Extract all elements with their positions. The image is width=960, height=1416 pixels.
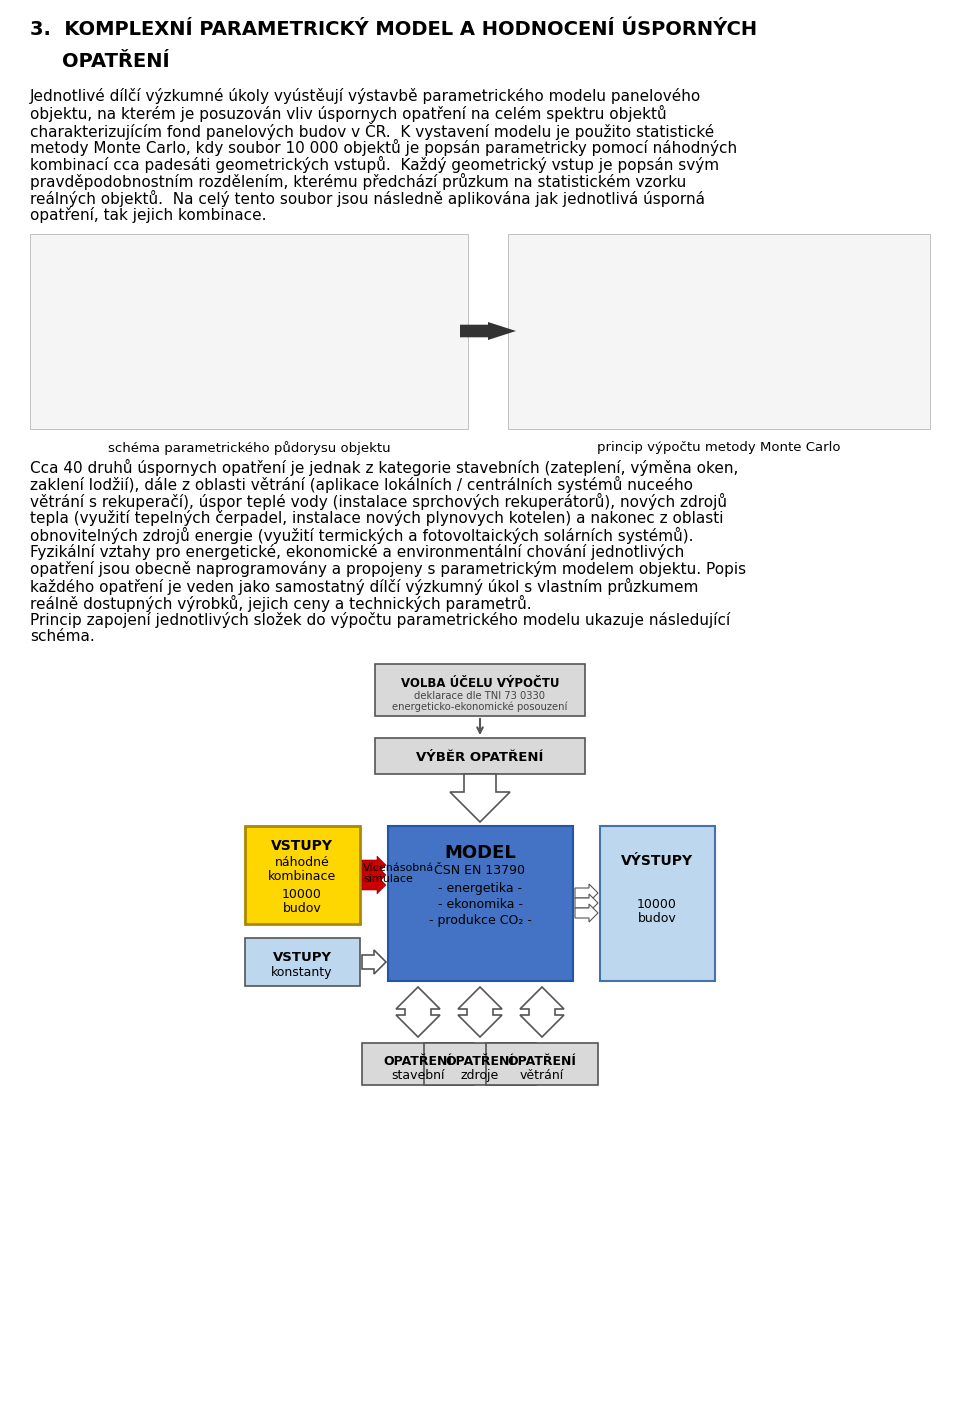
Text: opatření jsou obecně naprogramovány a propojeny s parametrickým modelem objektu.: opatření jsou obecně naprogramovány a pr… [30,561,746,576]
Text: kombinace: kombinace [268,869,336,884]
Text: OPATŘENÍ: OPATŘENÍ [62,52,170,71]
Text: simulace: simulace [363,874,413,884]
Text: Princip zapojení jednotlivých složek do výpočtu parametrického modelu ukazuje ná: Princip zapojení jednotlivých složek do … [30,612,731,629]
Text: opatření, tak jejich kombinace.: opatření, tak jejich kombinace. [30,207,267,222]
Text: princip výpočtu metody Monte Carlo: princip výpočtu metody Monte Carlo [597,440,841,455]
Text: Cca 40 druhů úspornych opatření je jednak z kategorie stavebních (zateplení, vým: Cca 40 druhů úspornych opatření je jedna… [30,459,738,476]
Text: OPATŘENÍ: OPATŘENÍ [508,1055,576,1068]
Polygon shape [460,321,516,340]
Bar [388,826,573,981]
Text: objektu, na kterém je posuzován vliv úspornych opatření na celém spektru objektů: objektu, na kterém je posuzován vliv úsp… [30,105,666,122]
Text: Vícenásobná: Vícenásobná [363,862,434,874]
Text: zaklení lodžií), dále z oblasti větrání (aplikace lokálních / centrálních systém: zaklení lodžií), dále z oblasti větrání … [30,476,693,493]
Text: konstanty: konstanty [272,966,333,978]
Text: reálných objektů.  Na celý tento soubor jsou následně aplikována jak jednotlivá : reálných objektů. Na celý tento soubor j… [30,190,705,207]
Text: větrání s rekuperačí), úspor teplé vody (instalace sprchových rekuperátorů), nov: větrání s rekuperačí), úspor teplé vody … [30,493,727,510]
Text: VSTUPY: VSTUPY [271,840,333,852]
Text: budov: budov [637,912,677,925]
Text: OPATŘENÍ: OPATŘENÍ [445,1055,515,1068]
Text: 3.  KOMPLEXNÍ PARAMETRICKÝ MODEL A HODNOCENÍ ÚSPORNÝCH: 3. KOMPLEXNÍ PARAMETRICKÝ MODEL A HODNOC… [30,20,757,40]
Text: obnovitelných zdrojů energie (využití termických a fotovoltaických solárních sys: obnovitelných zdrojů energie (využití te… [30,527,693,544]
Polygon shape [396,987,440,1037]
Bar [600,826,715,981]
Text: - ekonomika -: - ekonomika - [438,898,522,910]
Polygon shape [450,775,510,823]
Text: deklarace dle TNI 73 0330: deklarace dle TNI 73 0330 [415,691,545,701]
Polygon shape [362,857,386,874]
Text: Jednotlivé dílčí výzkumné úkoly vyústěují výstavbě parametrického modelu panelov: Jednotlivé dílčí výzkumné úkoly vyústěuj… [30,88,701,103]
Polygon shape [575,884,598,902]
Bar [375,738,585,775]
Text: reálně dostupných výrobků, jejich ceny a technických parametrů.: reálně dostupných výrobků, jejich ceny a… [30,595,532,612]
Bar [362,1044,474,1085]
Text: Fyzikální vztahy pro energetické, ekonomické a environmentální chování jednotliv: Fyzikální vztahy pro energetické, ekonom… [30,544,684,559]
Text: energeticko-ekonomické posouzení: energeticko-ekonomické posouzení [393,702,567,712]
Bar [245,826,360,925]
Bar [486,1044,598,1085]
Bar [508,234,930,429]
Text: VÝSTUPY: VÝSTUPY [621,854,693,868]
Text: kombinací cca padesáti geometrických vstupů.  Každý geometrický vstup je popsán : kombinací cca padesáti geometrických vst… [30,156,719,173]
Polygon shape [520,987,564,1037]
Text: pravděpodobnostním rozdělením, kterému předchází průzkum na statistickém vzorku: pravděpodobnostním rozdělením, kterému p… [30,173,686,190]
Text: metody Monte Carlo, kdy soubor 10 000 objektů je popsán parametricky pomocí náho: metody Monte Carlo, kdy soubor 10 000 ob… [30,139,737,156]
Polygon shape [458,987,502,1037]
Text: každého opatření je veden jako samostatný dílčí výzkumný úkol s vlastním průzkum: každého opatření je veden jako samostatn… [30,578,698,595]
Polygon shape [362,867,386,884]
Text: OPATŘENÍ: OPATŘENÍ [384,1055,452,1068]
Text: schéma parametrického půdorysu objektu: schéma parametrického půdorysu objektu [108,440,391,455]
Bar [245,937,360,986]
Text: - energetika -: - energetika - [438,882,522,895]
Text: stavební: stavební [392,1069,444,1082]
Bar [30,234,468,429]
Polygon shape [362,950,386,974]
Text: tepla (využití tepelných čerpadel, instalace nových plynovych kotelen) a nakonec: tepla (využití tepelných čerpadel, insta… [30,510,724,525]
Polygon shape [362,877,386,893]
Text: ČSN EN 13790: ČSN EN 13790 [435,864,525,877]
Text: zdroje: zdroje [461,1069,499,1082]
Bar [375,664,585,716]
Text: - produkce CO₂ -: - produkce CO₂ - [428,913,532,927]
Text: náhodné: náhodné [275,857,329,869]
Text: 10000: 10000 [637,898,677,910]
Text: VOLBA ÚČELU VÝPOČTU: VOLBA ÚČELU VÝPOČTU [400,677,560,690]
Text: schéma.: schéma. [30,629,95,644]
Text: větrání: větrání [520,1069,564,1082]
Bar [424,1044,536,1085]
Polygon shape [575,903,598,922]
Text: VÝBĚR OPATŘENÍ: VÝBĚR OPATŘENÍ [417,750,543,765]
Text: 10000: 10000 [282,888,322,901]
Text: VSTUPY: VSTUPY [273,952,331,964]
Text: charakterizujícím fond panelových budov v ČR.  K vystavení modelu je použito sta: charakterizujícím fond panelových budov … [30,122,714,140]
Text: budov: budov [282,902,322,915]
Polygon shape [575,893,598,912]
Text: MODEL: MODEL [444,844,516,862]
